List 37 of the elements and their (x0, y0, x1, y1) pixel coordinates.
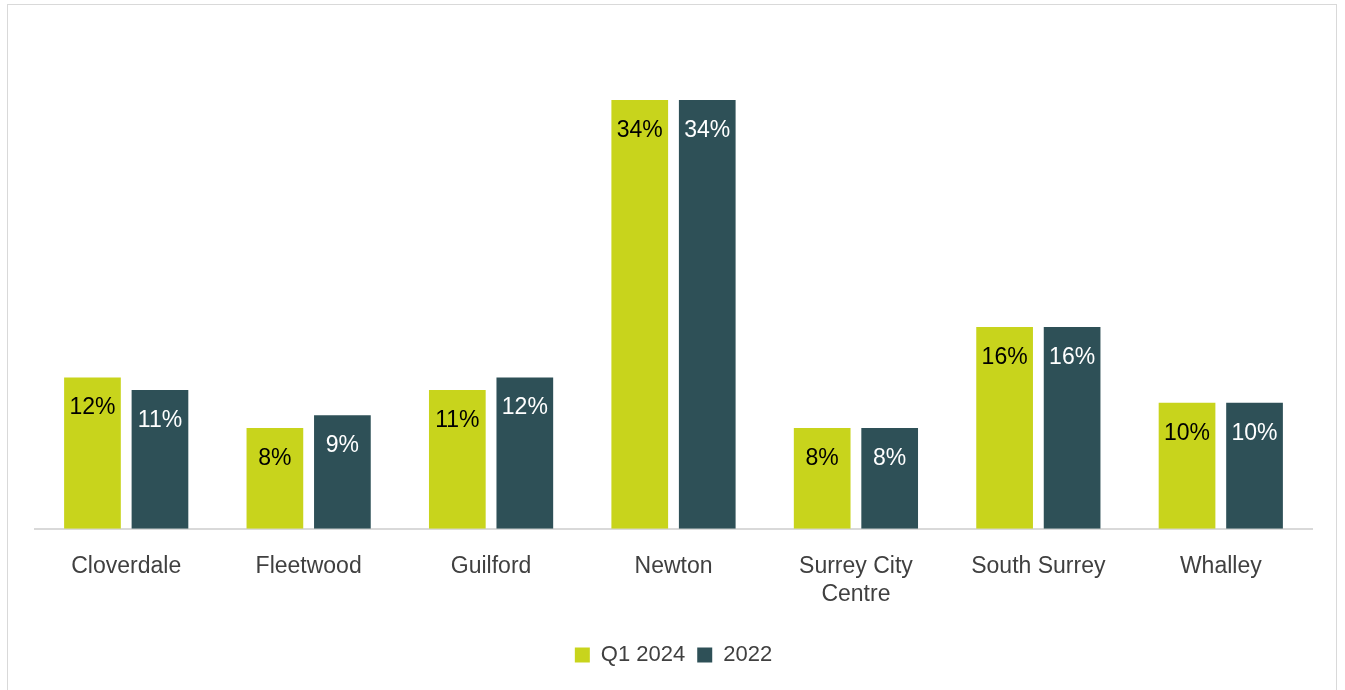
bar (678, 100, 736, 529)
data-label: 10% (1231, 418, 1278, 445)
x-tick-label: Surrey City Centre (799, 551, 914, 606)
data-label: 8% (258, 443, 292, 470)
data-label: 12% (501, 393, 548, 420)
data-label: 34% (684, 115, 731, 142)
x-tick-label: Whalley (1179, 551, 1263, 578)
x-tick-label: Guilford (450, 551, 532, 578)
bar (1226, 402, 1283, 529)
data-label: 11% (137, 405, 183, 432)
legend-label: 2022 (723, 641, 773, 667)
bar (64, 377, 121, 529)
legend-label: Q1 2024 (600, 641, 686, 667)
data-label: 8% (805, 443, 839, 470)
x-tick-label: Newton (634, 551, 713, 578)
x-tick-label: Cloverdale (71, 551, 182, 578)
bar (428, 390, 486, 529)
data-label: 16% (981, 342, 1028, 369)
data-label: 12% (69, 393, 116, 420)
bar (861, 427, 919, 529)
bar (611, 100, 669, 529)
bar (1158, 402, 1216, 529)
data-label: 11% (435, 405, 480, 432)
x-tick-label: Fleetwood (255, 551, 362, 578)
bar (314, 415, 371, 529)
bar (1043, 327, 1101, 529)
bar (496, 377, 554, 529)
data-label: 10% (1164, 418, 1211, 445)
bar (976, 327, 1033, 529)
data-label: 9% (325, 431, 360, 458)
data-label: 16% (1049, 342, 1096, 369)
bar (246, 427, 304, 529)
bar (793, 427, 851, 529)
x-tick-label: South Surrey (971, 551, 1106, 578)
data-label: 8% (873, 443, 907, 470)
bar (131, 390, 189, 529)
data-label: 34% (616, 115, 663, 142)
